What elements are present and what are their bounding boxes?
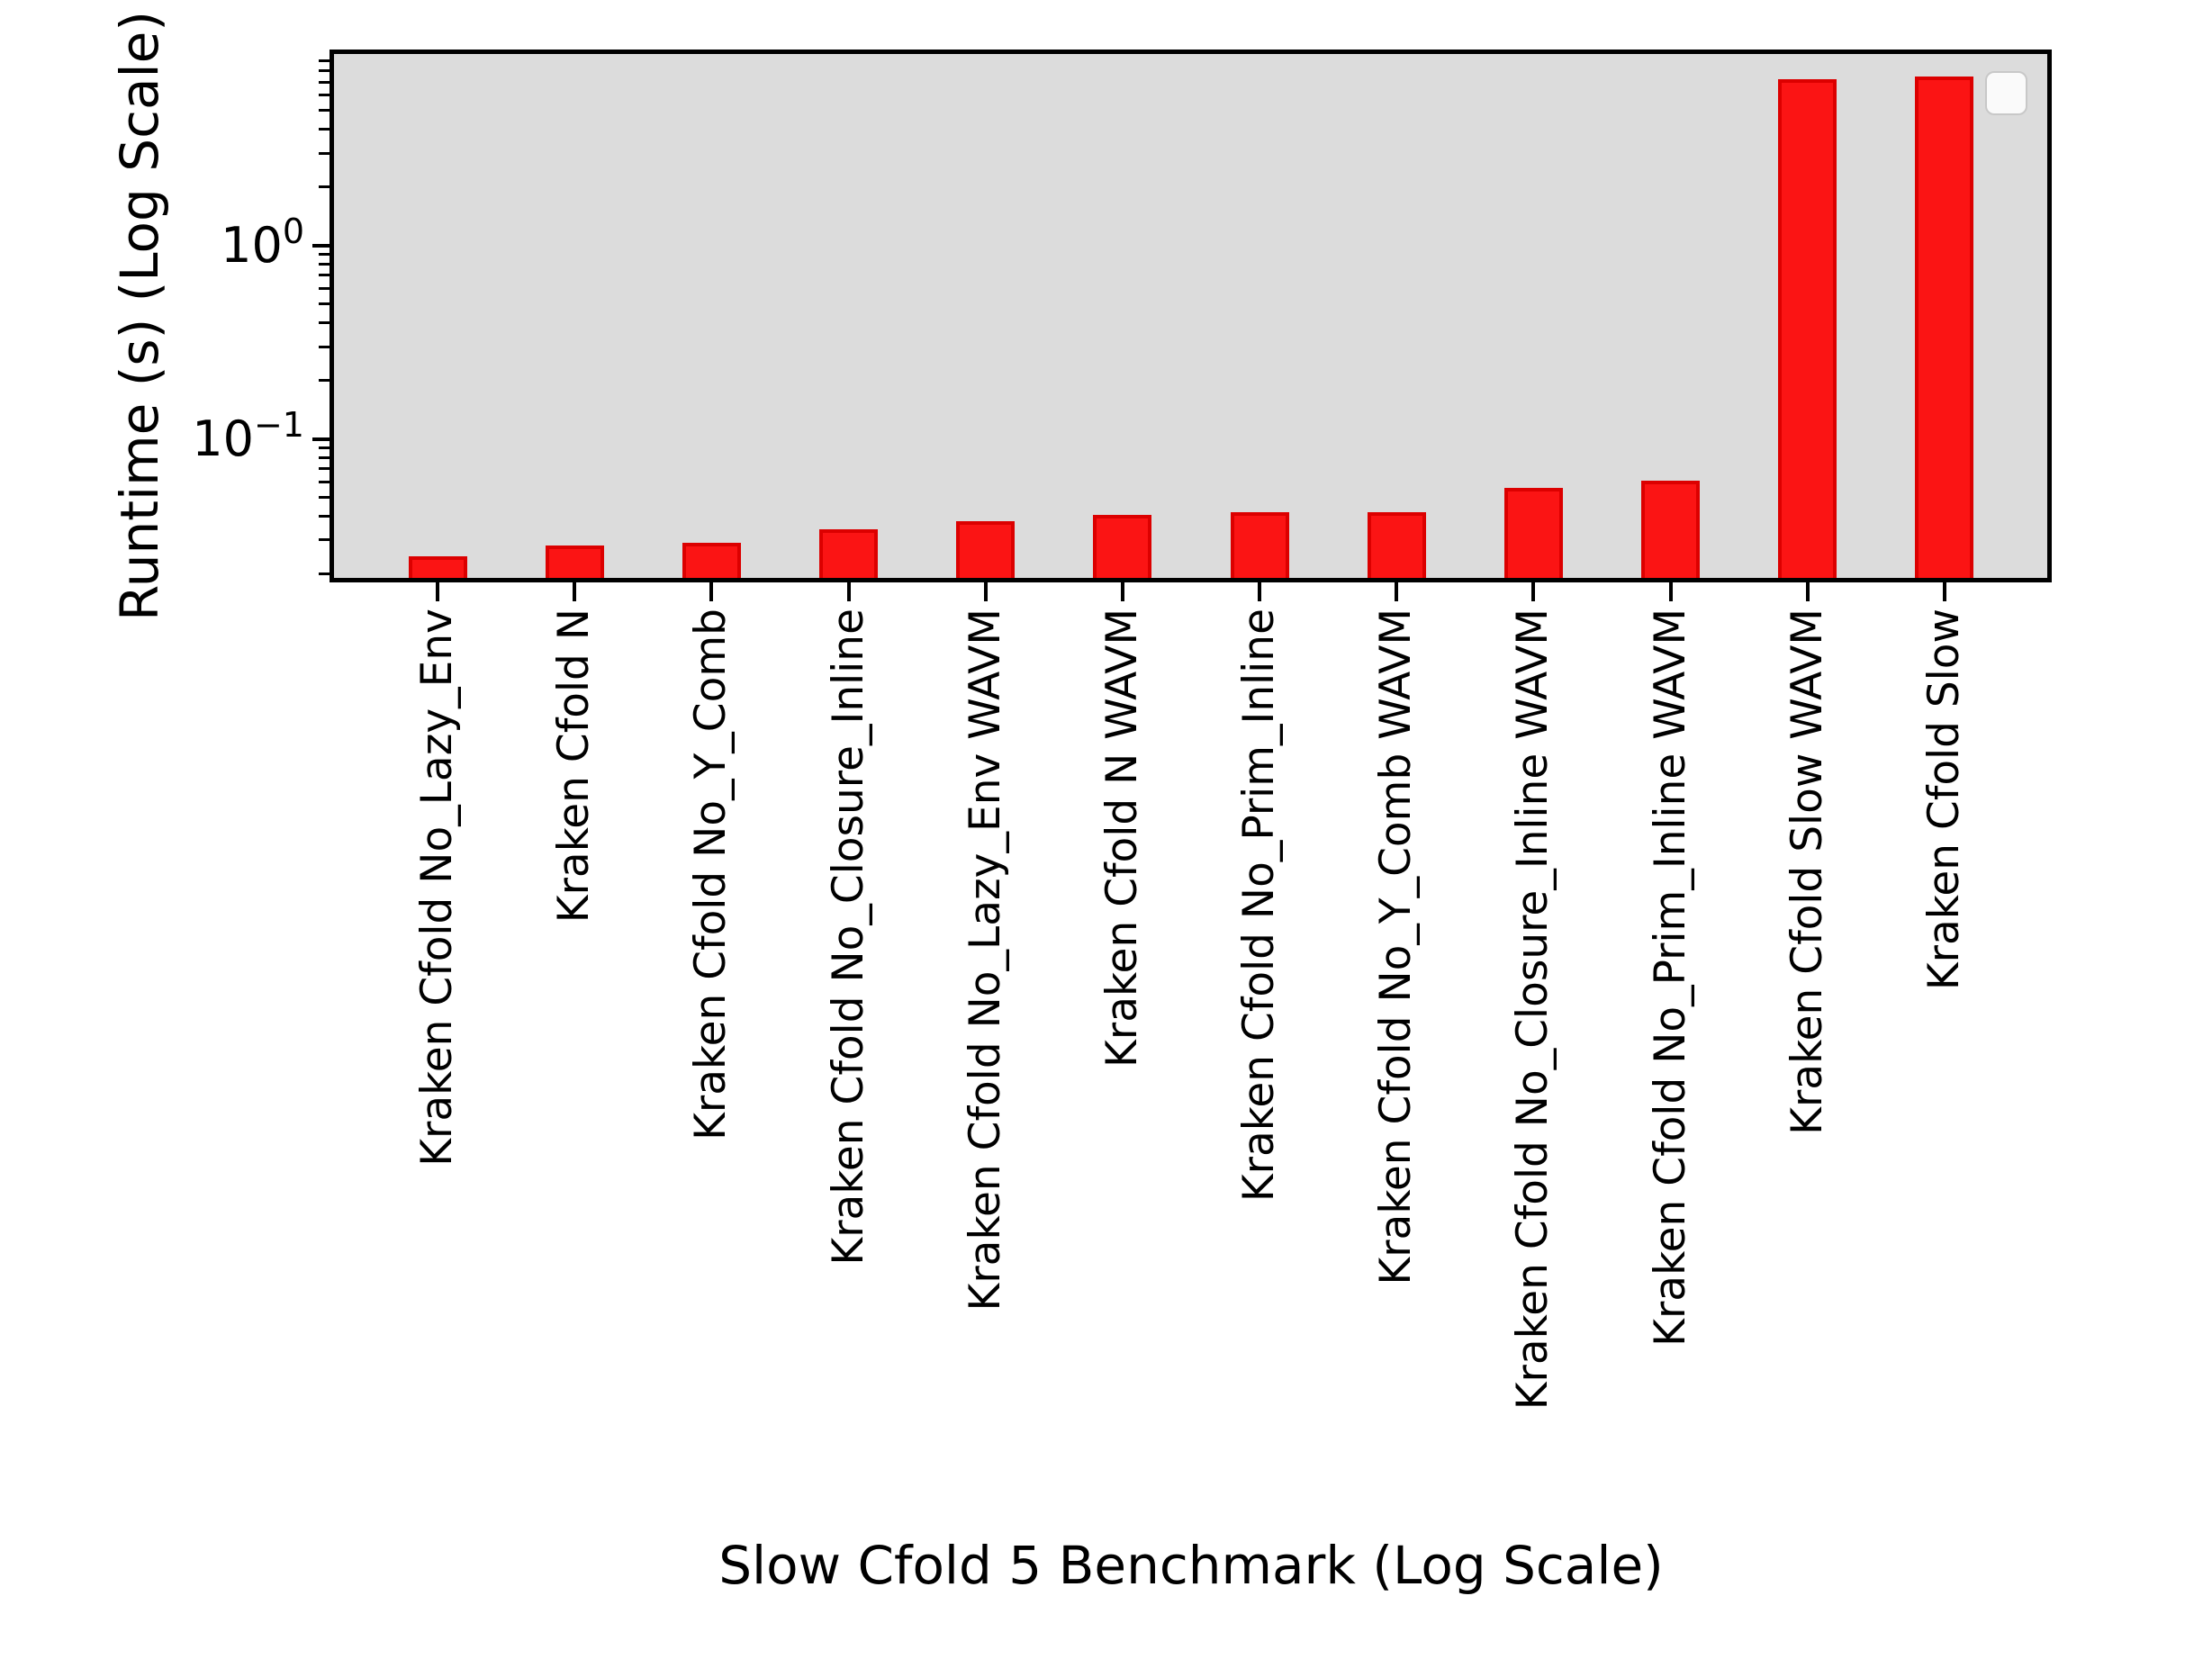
- plot-area: [332, 52, 2050, 581]
- bar-7: [1367, 512, 1426, 581]
- y-minor-tick-16: [319, 185, 332, 189]
- x-tick-label-8: Kraken Cfold No_Closure_Inline WAVM: [1508, 609, 1558, 1411]
- legend-box: [1985, 71, 2027, 115]
- y-minor-tick-2: [319, 514, 332, 518]
- y-minor-tick-5: [319, 467, 332, 471]
- x-tick-label-2: Kraken Cfold No_Y_Comb: [686, 609, 736, 1141]
- x-tick-11: [1942, 582, 1946, 601]
- bar-1: [545, 545, 604, 581]
- y-tick-label-0: 100: [221, 211, 304, 274]
- x-tick-6: [1258, 582, 1262, 601]
- y-minor-tick-11: [319, 302, 332, 305]
- y-minor-tick-10: [319, 320, 332, 324]
- y-minor-tick-19: [319, 108, 332, 112]
- bar-3: [819, 528, 879, 581]
- x-tick-label-3: Kraken Cfold No_Closure_Inline: [823, 609, 873, 1266]
- y-minor-tick-12: [319, 286, 332, 290]
- y-minor-tick-4: [319, 480, 332, 483]
- y-major-tick-0: [312, 243, 332, 248]
- bar-11: [1915, 76, 1974, 581]
- x-tick-3: [846, 582, 851, 601]
- bar-8: [1503, 487, 1563, 581]
- bar-9: [1641, 480, 1701, 581]
- x-tick-label-1: Kraken Cfold N: [549, 609, 600, 924]
- x-tick-label-11: Kraken Cfold Slow: [1919, 609, 1969, 991]
- y-axis-label: Runtime (s) (Log Scale): [109, 11, 170, 621]
- y-minor-tick-17: [319, 151, 332, 155]
- y-minor-tick-22: [319, 69, 332, 73]
- bar-4: [956, 520, 1016, 581]
- y-minor-tick-0: [319, 573, 332, 576]
- y-minor-tick-1: [319, 538, 332, 542]
- y-tick-label-1: 10−1: [192, 404, 304, 467]
- x-tick-label-10: Kraken Cfold Slow WAVM: [1782, 609, 1832, 1135]
- bar-6: [1230, 511, 1289, 581]
- x-tick-5: [1120, 582, 1124, 601]
- bar-0: [408, 556, 467, 581]
- x-tick-label-5: Kraken Cfold N WAVM: [1097, 609, 1148, 1068]
- y-minor-tick-23: [319, 59, 332, 63]
- y-minor-tick-6: [319, 455, 332, 459]
- x-tick-label-9: Kraken Cfold No_Prim_Inline WAVM: [1645, 609, 1695, 1347]
- x-tick-1: [573, 582, 577, 601]
- y-minor-tick-15: [319, 253, 332, 256]
- y-minor-tick-13: [319, 274, 332, 277]
- bar-2: [682, 543, 741, 581]
- x-tick-4: [983, 582, 988, 601]
- x-tick-label-6: Kraken Cfold No_Prim_Inline: [1234, 609, 1285, 1203]
- x-tick-label-4: Kraken Cfold No_Lazy_Env WAVM: [960, 609, 1010, 1312]
- y-minor-tick-18: [319, 127, 332, 131]
- y-major-tick-1: [312, 437, 332, 441]
- y-minor-tick-20: [319, 93, 332, 96]
- bar-10: [1778, 79, 1837, 581]
- y-minor-tick-14: [319, 262, 332, 266]
- x-tick-7: [1395, 582, 1399, 601]
- y-minor-tick-21: [319, 80, 332, 84]
- x-tick-0: [436, 582, 440, 601]
- y-minor-tick-8: [319, 379, 332, 383]
- x-tick-8: [1531, 582, 1536, 601]
- y-minor-tick-7: [319, 446, 332, 449]
- x-tick-2: [709, 582, 714, 601]
- x-tick-label-7: Kraken Cfold No_Y_Comb WAVM: [1371, 609, 1422, 1285]
- x-tick-9: [1668, 582, 1673, 601]
- x-tick-10: [1805, 582, 1810, 601]
- x-axis-label: Slow Cfold 5 Benchmark (Log Scale): [718, 1535, 1664, 1596]
- bar-5: [1093, 514, 1152, 581]
- y-minor-tick-3: [319, 495, 332, 499]
- y-minor-tick-9: [319, 345, 332, 348]
- x-tick-label-0: Kraken Cfold No_Lazy_Env: [412, 609, 463, 1167]
